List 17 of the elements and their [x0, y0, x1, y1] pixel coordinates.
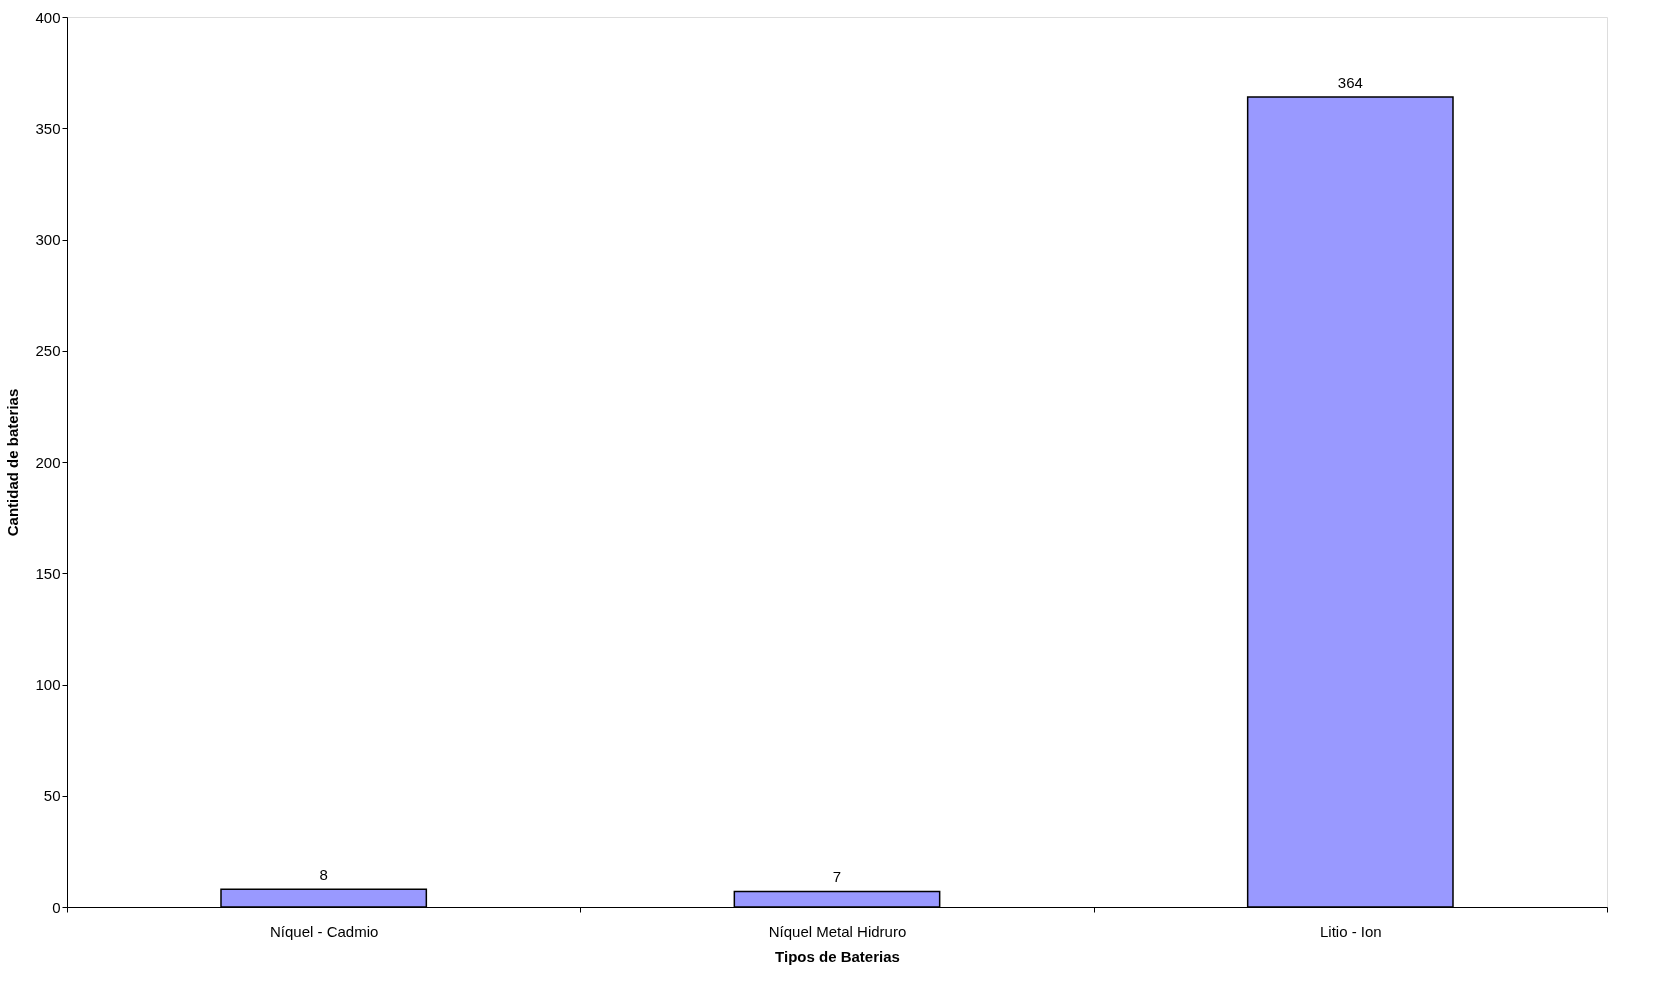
x-tick-label: Níquel Metal Hidruro: [768, 922, 907, 940]
x-tick-label: Níquel - Cadmio: [269, 922, 379, 940]
y-axis-title: Cantidad de baterias: [4, 388, 22, 537]
y-tick-label: 400: [35, 8, 61, 26]
y-tick-label: 300: [35, 231, 61, 248]
y-tick-label: 150: [35, 564, 61, 582]
y-tick-label: 200: [35, 453, 61, 471]
data-label: 7: [832, 868, 842, 886]
y-tick-label: 0: [52, 898, 61, 916]
x-tick-label: Litio - Ion: [1319, 922, 1382, 940]
y-tick-label: 250: [35, 342, 61, 360]
y-tick-label: 100: [35, 676, 61, 693]
data-label: 8: [319, 866, 328, 884]
x-axis-title: Tipos de Baterias: [775, 947, 900, 965]
y-tick-label: 50: [43, 787, 61, 805]
y-tick-label: 350: [35, 119, 61, 137]
data-label: 364: [1337, 74, 1363, 92]
